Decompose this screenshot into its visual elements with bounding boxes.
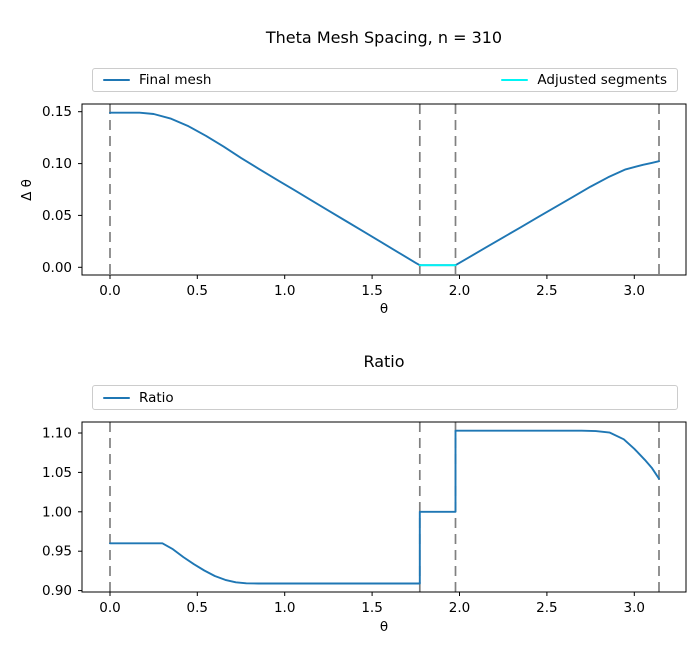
x-tick-label: 3.0 (624, 283, 645, 299)
y-tick-label: 0.90 (42, 583, 72, 599)
adjusted-segments-line-swatch (501, 79, 529, 81)
top-chart-y-axis-label: Δ θ (19, 179, 35, 201)
x-tick-label: 2.0 (449, 283, 470, 299)
y-tick-label: 0.05 (42, 208, 72, 224)
bottom-chart-title: Ratio (363, 352, 405, 371)
x-tick-label: 0.0 (99, 600, 120, 616)
x-tick-label: 2.5 (536, 283, 557, 299)
x-tick-label: 2.0 (449, 600, 470, 616)
y-tick-label: 1.00 (42, 504, 72, 520)
final-mesh-line-swatch (103, 79, 130, 81)
x-tick-label: 2.5 (536, 600, 557, 616)
x-tick-label: 3.0 (624, 600, 645, 616)
axes-frame (81, 103, 687, 276)
top-chart-title: Theta Mesh Spacing, n = 310 (265, 28, 503, 47)
top-chart-x-axis-label: θ (379, 301, 389, 317)
legend-entry-adjusted-segments: Adjusted segments (501, 72, 667, 88)
top-chart-legend: Final mesh Adjusted segments (92, 68, 678, 92)
x-tick-label: 0.0 (99, 283, 120, 299)
legend-entry-final-mesh: Final mesh (103, 72, 211, 88)
x-tick-label: 0.5 (187, 283, 208, 299)
y-tick-label: 1.10 (42, 426, 72, 442)
y-tick-label: 0.95 (42, 544, 72, 560)
axes-frame (81, 421, 687, 593)
ratio-line-swatch (103, 396, 130, 399)
x-tick-label: 0.5 (187, 600, 208, 616)
x-tick-label: 1.0 (274, 600, 295, 616)
series-ratio (109, 429, 660, 585)
x-tick-label: 1.0 (274, 283, 295, 299)
ratio-legend-label: Ratio (139, 389, 174, 406)
y-tick-label: 0.15 (42, 104, 72, 120)
bottom-chart-x-axis-label: θ (379, 619, 389, 635)
x-tick-label: 1.5 (361, 283, 382, 299)
adjusted-segments-legend-label: Adjusted segments (537, 72, 667, 88)
y-tick-label: 1.05 (42, 465, 72, 481)
legend-entry-ratio: Ratio (103, 390, 174, 406)
x-tick-label: 1.5 (361, 600, 382, 616)
y-tick-label: 0.00 (42, 260, 72, 276)
series-final-mesh (109, 111, 660, 267)
final-mesh-legend-label: Final mesh (139, 72, 212, 88)
y-tick-label: 0.10 (42, 156, 72, 172)
bottom-chart-legend: Ratio (92, 385, 678, 410)
